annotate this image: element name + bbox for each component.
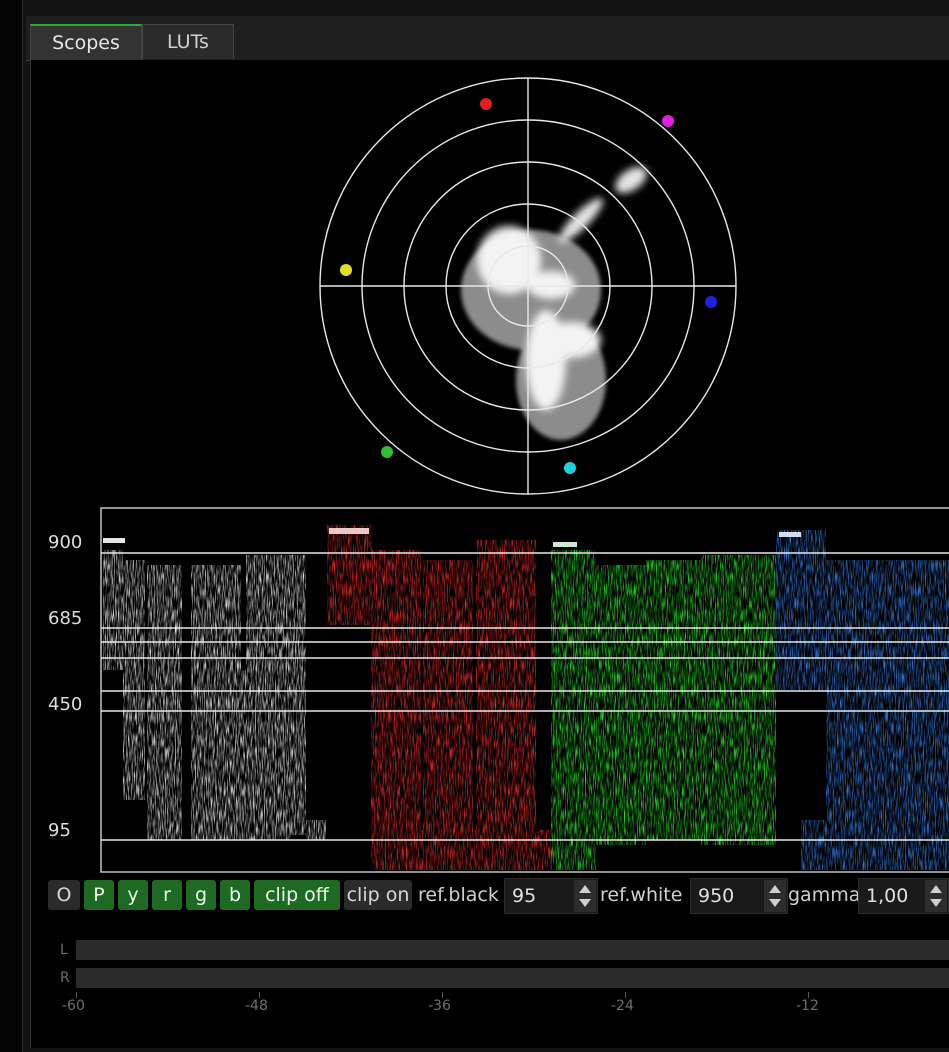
target-green (381, 446, 393, 458)
tick-mark (76, 992, 77, 998)
waveform-frame (100, 507, 949, 873)
toggle-r-button[interactable]: r (152, 880, 182, 910)
ref-white-label: ref.white (600, 884, 683, 906)
target-yellow (340, 264, 352, 276)
gamma-value: 1,00 (866, 885, 909, 907)
meter-tick-label: -24 (611, 998, 634, 1014)
channel-label-l: L (60, 942, 68, 958)
tick-mark (808, 992, 809, 998)
waveform-luma (103, 550, 326, 840)
target-blue (705, 296, 717, 308)
channel-label-r: R (60, 970, 70, 986)
tick-mark (625, 992, 626, 998)
gamma-spinner[interactable] (925, 880, 947, 912)
vectorscope-graticule (319, 77, 737, 495)
clip-off-button[interactable]: clip off (254, 880, 340, 910)
gamma-spinbox[interactable]: 1,00 (858, 878, 949, 914)
waveform-label-685: 685 (48, 608, 83, 629)
waveform-red (327, 525, 551, 870)
toggle-y-button[interactable]: y (118, 880, 148, 910)
target-magenta (662, 115, 674, 127)
toggle-p-button[interactable]: P (84, 880, 114, 910)
scopes-panel (30, 60, 949, 1048)
waveform-label-95: 95 (48, 820, 71, 841)
target-red (480, 98, 492, 110)
ref-white-value: 950 (698, 885, 735, 907)
tab-bar: Scopes LUTs (26, 16, 949, 61)
waveform-label-450: 450 (48, 694, 83, 715)
meter-bar-r (76, 968, 949, 988)
meter-tick-label: -12 (796, 998, 819, 1014)
audio-meter: L R -60 -48 -36 -24 -12 (46, 936, 949, 1036)
meter-tick-label: -36 (428, 998, 451, 1014)
waveform-label-900: 900 (48, 532, 83, 553)
ref-black-value: 95 (512, 885, 537, 907)
ref-white-spinbox[interactable]: 950 (690, 878, 788, 914)
clip-on-button[interactable]: clip on (344, 880, 412, 910)
toggle-b-button[interactable]: b (220, 880, 250, 910)
toggle-o-button[interactable]: O (48, 880, 80, 910)
meter-tick-label: -48 (245, 998, 268, 1014)
waveform-blue (776, 530, 949, 870)
target-cyan (564, 462, 576, 474)
tick-mark (442, 992, 443, 998)
meter-bar-l (76, 940, 949, 960)
waveform-parade (100, 507, 949, 873)
tab-scopes[interactable]: Scopes (30, 24, 142, 60)
ref-black-label: ref.black (418, 884, 499, 906)
ref-black-spinner[interactable] (574, 880, 596, 912)
tab-luts[interactable]: LUTs (142, 24, 234, 59)
vectorscope (319, 77, 737, 495)
left-edge-strip (0, 0, 23, 1052)
tick-mark (259, 992, 260, 998)
ref-white-spinner[interactable] (764, 880, 786, 912)
waveform-reference-lines (101, 552, 949, 841)
waveform-green (551, 550, 776, 870)
toggle-g-button[interactable]: g (186, 880, 216, 910)
meter-tick-label: -60 (62, 998, 85, 1014)
ref-black-spinbox[interactable]: 95 (504, 878, 598, 914)
gamma-label: gamma (788, 884, 861, 906)
